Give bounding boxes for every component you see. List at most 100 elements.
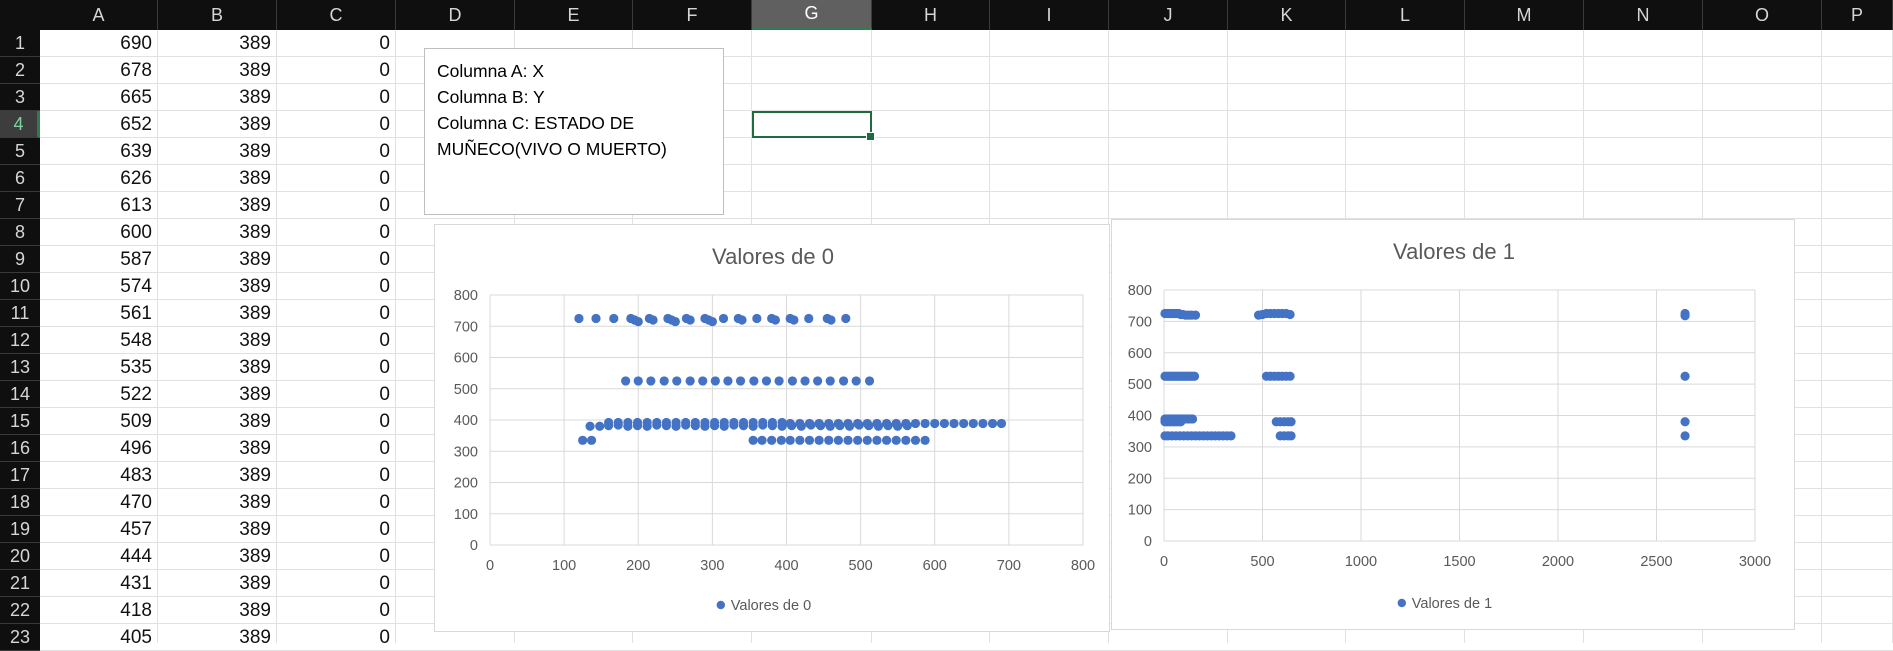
notes-textbox[interactable]: Columna A: X Columna B: Y Columna C: EST… [424,48,724,215]
cell-a17[interactable]: 483 [120,464,152,486]
column-header-d[interactable]: D [396,0,515,30]
cell-b5[interactable]: 389 [239,140,271,162]
cell-a5[interactable]: 639 [120,140,152,162]
cell-b8[interactable]: 389 [239,221,271,243]
cell-b22[interactable]: 389 [239,599,271,621]
cell-b7[interactable]: 389 [239,194,271,216]
column-header-h[interactable]: H [872,0,990,30]
cell-c7[interactable]: 0 [379,194,390,216]
cell-b18[interactable]: 389 [239,491,271,513]
row-header-6[interactable]: 6 [0,165,40,192]
cell-c14[interactable]: 0 [379,383,390,405]
column-header-p[interactable]: P [1822,0,1893,30]
row-header-22[interactable]: 22 [0,597,40,624]
cell-b16[interactable]: 389 [239,437,271,459]
cell-c16[interactable]: 0 [379,437,390,459]
cell-a6[interactable]: 626 [120,167,152,189]
column-header-l[interactable]: L [1346,0,1465,30]
cell-a18[interactable]: 470 [120,491,152,513]
cell-b9[interactable]: 389 [239,248,271,270]
row-header-10[interactable]: 10 [0,273,40,300]
row-header-5[interactable]: 5 [0,138,40,165]
cell-b20[interactable]: 389 [239,545,271,567]
cell-a1[interactable]: 690 [120,32,152,54]
column-header-k[interactable]: K [1228,0,1346,30]
row-header-14[interactable]: 14 [0,381,40,408]
row-header-11[interactable]: 11 [0,300,40,327]
cell-a10[interactable]: 574 [120,275,152,297]
cell-c17[interactable]: 0 [379,464,390,486]
cell-a4[interactable]: 652 [120,113,152,135]
cell-a8[interactable]: 600 [120,221,152,243]
chart-valores-de-1[interactable]: Valores de 1 0 100 200 300 400 500 600 700 800 0 50… [1111,219,1795,630]
cell-a2[interactable]: 678 [120,59,152,81]
cell-a15[interactable]: 509 [120,410,152,432]
row-header-7[interactable]: 7 [0,192,40,219]
cell-c8[interactable]: 0 [379,221,390,243]
cell-b15[interactable]: 389 [239,410,271,432]
cell-c2[interactable]: 0 [379,59,390,81]
row-header-8[interactable]: 8 [0,219,40,246]
cell-a13[interactable]: 535 [120,356,152,378]
cell-b14[interactable]: 389 [239,383,271,405]
row-header-4[interactable]: 4 [0,111,40,138]
column-header-f[interactable]: F [633,0,752,30]
row-header-12[interactable]: 12 [0,327,40,354]
cell-b23[interactable]: 389 [239,626,271,648]
row-header-1[interactable]: 1 [0,30,40,57]
cell-c12[interactable]: 0 [379,329,390,351]
cell-c11[interactable]: 0 [379,302,390,324]
cell-b2[interactable]: 389 [239,59,271,81]
cell-c15[interactable]: 0 [379,410,390,432]
cell-c20[interactable]: 0 [379,545,390,567]
column-header-c[interactable]: C [277,0,396,30]
cell-a19[interactable]: 457 [120,518,152,540]
cell-c13[interactable]: 0 [379,356,390,378]
cell-a14[interactable]: 522 [120,383,152,405]
cell-b10[interactable]: 389 [239,275,271,297]
cell-b17[interactable]: 389 [239,464,271,486]
row-header-23[interactable]: 23 [0,624,40,651]
column-header-n[interactable]: N [1584,0,1703,30]
column-header-a[interactable]: A [40,0,158,30]
cell-a16[interactable]: 496 [120,437,152,459]
row-header-9[interactable]: 9 [0,246,40,273]
row-header-13[interactable]: 13 [0,354,40,381]
cell-a9[interactable]: 587 [120,248,152,270]
cell-c6[interactable]: 0 [379,167,390,189]
row-header-18[interactable]: 18 [0,489,40,516]
column-header-o[interactable]: O [1703,0,1822,30]
cell-a23[interactable]: 405 [120,626,152,648]
cell-a20[interactable]: 444 [120,545,152,567]
cell-c23[interactable]: 0 [379,626,390,648]
cell-b11[interactable]: 389 [239,302,271,324]
select-all-corner[interactable] [0,0,41,30]
column-header-i[interactable]: I [990,0,1109,30]
cell-b19[interactable]: 389 [239,518,271,540]
cell-c9[interactable]: 0 [379,248,390,270]
cell-b3[interactable]: 389 [239,86,271,108]
cell-b4[interactable]: 389 [239,113,271,135]
row-header-19[interactable]: 19 [0,516,40,543]
column-header-m[interactable]: M [1465,0,1584,30]
cell-c21[interactable]: 0 [379,572,390,594]
column-header-j[interactable]: J [1109,0,1228,30]
cell-b21[interactable]: 389 [239,572,271,594]
cell-c19[interactable]: 0 [379,518,390,540]
row-header-21[interactable]: 21 [0,570,40,597]
column-header-b[interactable]: B [158,0,277,30]
cell-a11[interactable]: 561 [120,302,152,324]
row-header-16[interactable]: 16 [0,435,40,462]
row-header-20[interactable]: 20 [0,543,40,570]
row-header-17[interactable]: 17 [0,462,40,489]
cell-b6[interactable]: 389 [239,167,271,189]
cell-c22[interactable]: 0 [379,599,390,621]
cell-c1[interactable]: 0 [379,32,390,54]
row-header-15[interactable]: 15 [0,408,40,435]
cell-c4[interactable]: 0 [379,113,390,135]
chart-valores-de-0[interactable]: Valores de 0 0 100 200 300 400 500 600 700 800 0 10… [434,224,1110,632]
cell-c10[interactable]: 0 [379,275,390,297]
cell-b12[interactable]: 389 [239,329,271,351]
cell-c3[interactable]: 0 [379,86,390,108]
cell-b1[interactable]: 389 [239,32,271,54]
